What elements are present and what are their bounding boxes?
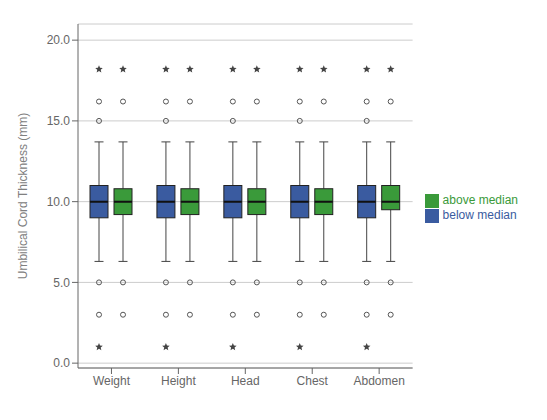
html-text:below median: below median: [442, 208, 517, 222]
svg-text:10.0: 10.0: [47, 195, 71, 209]
svg-text:20.0: 20.0: [47, 33, 71, 47]
svg-text:Umbilical Cord Thickness (mm): Umbilical Cord Thickness (mm): [16, 113, 30, 279]
svg-text:0.0: 0.0: [53, 356, 70, 370]
html-text:above median: above median: [442, 193, 518, 208]
svg-text:15.0: 15.0: [47, 114, 71, 128]
svg-text:Head: Head: [231, 374, 260, 388]
svg-text:Abdomen: Abdomen: [353, 374, 404, 388]
svg-text:Chest: Chest: [297, 374, 329, 388]
svg-text:Weight: Weight: [93, 374, 131, 388]
svg-text:Height: Height: [161, 374, 196, 388]
svg-text:5.0: 5.0: [53, 276, 70, 290]
